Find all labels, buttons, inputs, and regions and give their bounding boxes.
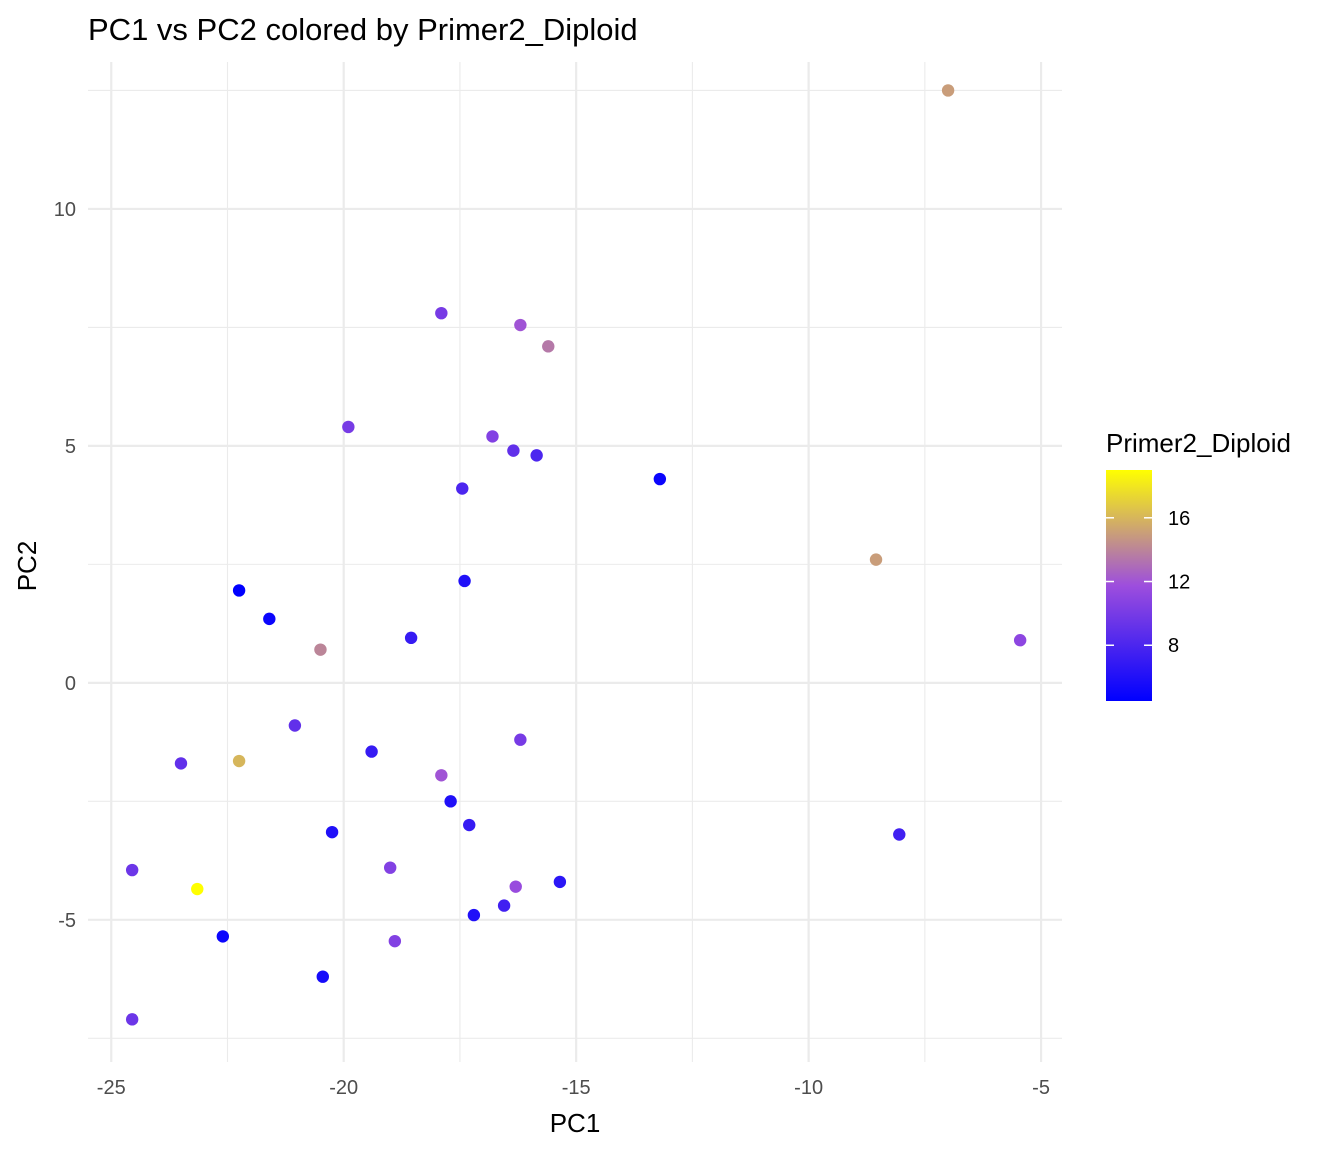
data-point <box>263 612 276 626</box>
chart-title: PC1 vs PC2 colored by Primer2_Diploid <box>88 12 638 47</box>
data-point <box>509 880 522 893</box>
data-point <box>191 882 204 896</box>
data-point <box>497 899 511 912</box>
legend-colorbar <box>1106 470 1152 701</box>
data-point <box>463 818 476 832</box>
data-point <box>514 733 527 746</box>
y-axis-title: PC2 <box>12 541 42 592</box>
data-point <box>486 430 499 443</box>
data-point <box>316 970 329 983</box>
legend-tick-label: 8 <box>1168 635 1179 657</box>
data-point <box>232 754 246 768</box>
legend-tick-label: 16 <box>1168 508 1190 530</box>
data-point <box>553 875 567 889</box>
axis-ticks: -25 -20 -15 -10 -5 -5 0 5 10 <box>54 199 1050 1099</box>
x-tick-label: -25 <box>97 1077 126 1099</box>
data-point <box>435 769 448 782</box>
x-tick-label: -5 <box>1032 1077 1050 1099</box>
data-point <box>288 719 302 732</box>
y-tick-label: 0 <box>65 673 76 695</box>
data-point <box>444 795 457 808</box>
data-point <box>893 828 906 841</box>
legend-title: Primer2_Diploid <box>1106 428 1291 458</box>
data-point <box>653 472 667 486</box>
data-point <box>530 449 543 462</box>
x-axis-title: PC1 <box>550 1108 601 1138</box>
data-point <box>869 553 883 566</box>
data-point <box>542 340 555 353</box>
data-point <box>435 306 448 320</box>
x-tick-label: -10 <box>794 1077 823 1099</box>
x-tick-label: -20 <box>329 1077 358 1099</box>
data-point <box>174 757 188 770</box>
y-tick-label: 10 <box>54 199 76 221</box>
y-tick-label: 5 <box>65 436 76 458</box>
x-tick-label: -15 <box>562 1077 591 1099</box>
data-point <box>388 934 402 948</box>
y-tick-label: -5 <box>58 910 76 932</box>
data-point <box>404 631 418 645</box>
data-point <box>941 84 955 97</box>
data-point <box>314 643 327 656</box>
data-point <box>125 1013 139 1026</box>
data-point <box>514 318 527 332</box>
data-point <box>458 574 471 588</box>
data-point <box>456 482 469 495</box>
data-point <box>232 584 246 597</box>
data-point <box>125 863 139 877</box>
data-point <box>365 745 378 758</box>
data-point <box>342 420 355 434</box>
legend-ticks: 8 12 16 <box>1106 508 1190 657</box>
data-point <box>507 444 520 457</box>
color-legend: Primer2_Diploid 8 12 16 <box>1106 428 1291 701</box>
legend-tick-label: 12 <box>1168 572 1190 594</box>
data-point <box>467 908 481 922</box>
data-point <box>1013 633 1027 647</box>
data-point <box>325 825 339 839</box>
data-point <box>216 930 230 943</box>
plot-grid <box>88 62 1062 1062</box>
data-point <box>383 861 397 874</box>
data-points <box>125 84 1027 1026</box>
